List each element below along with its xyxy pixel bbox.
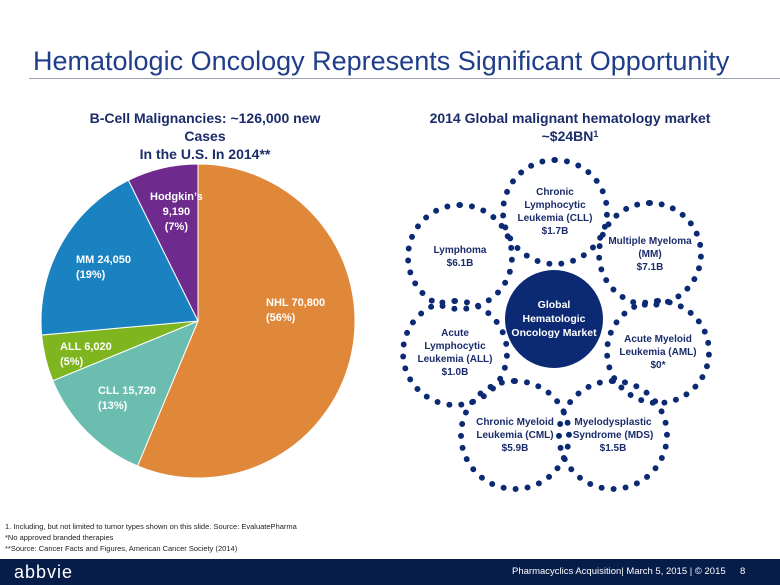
- bubble-aml-l1: Acute Myeloid: [624, 333, 692, 345]
- pie-label-all-percent: (5%): [60, 356, 84, 368]
- bubble-mds-value: $1.5B: [599, 442, 627, 454]
- bubble-aml-l2: Leukemia (AML): [619, 346, 697, 358]
- bubble-cll-l3: Leukemia (CLL): [517, 213, 593, 224]
- pie-label-mm: MM 24,050 (19%): [76, 253, 131, 283]
- footnote-1: 1. Including, but not limited to tumor t…: [5, 522, 297, 531]
- bubble-cll-value: $1.7B: [541, 226, 569, 237]
- bubble-mm-value: $7.1B: [636, 261, 664, 273]
- pie-slice-nhl: [136, 163, 356, 479]
- bubble-cml-value: $5.9B: [501, 442, 529, 454]
- page-number: 8: [740, 566, 746, 577]
- center-line1: Global Hematologic: [522, 299, 586, 325]
- center-market-circle: Global Hematologic Oncology Market: [505, 270, 603, 368]
- market-title-line2: ~$24BN1: [425, 127, 715, 145]
- bubble-all-value: $1.0B: [441, 367, 469, 378]
- bubble-cll-l2: Lymphocytic: [524, 200, 586, 211]
- pie-label-hodgkin-value: 9,190: [162, 206, 191, 218]
- pie-label-all-value: ALL 6,020: [60, 341, 112, 353]
- market-title: 2014 Global malignant hematology market …: [425, 109, 715, 145]
- footnotes: 1. Including, but not limited to tumor t…: [5, 521, 297, 554]
- pie-label-cll: CLL 15,720 (13%): [98, 384, 156, 414]
- pie-label-hodgkin: Hodgkin’s 9,190 (7%): [150, 190, 203, 235]
- pie-label-cll-value: CLL 15,720: [98, 385, 156, 397]
- bubble-aml-value: $0*: [650, 359, 666, 371]
- bubble-all-l1: Acute: [441, 328, 469, 339]
- bubble-cll-l1: Chronic: [536, 187, 574, 198]
- bubble-mm: Multiple Myeloma (MM) $7.1B: [596, 200, 704, 308]
- abbvie-logo: abbvie: [14, 562, 74, 582]
- bubble-mm-l2: (MM): [638, 248, 662, 260]
- pie-label-nhl-percent: (56%): [266, 312, 296, 324]
- market-title-line1: 2014 Global malignant hematology market: [429, 110, 711, 126]
- pie-label-cll-percent: (13%): [98, 400, 128, 412]
- bubble-cml-l1: Chronic Myeloid: [476, 416, 554, 428]
- footer-bar: abbvie Pharmacyclics Acquisition| March …: [0, 559, 780, 585]
- bubble-mds-l2: Syndrome (MDS): [572, 429, 654, 441]
- pie-label-hodgkin-name: Hodgkin’s: [150, 191, 203, 203]
- footnote-marker: 1: [593, 129, 599, 139]
- page-title: Hematologic Oncology Represents Signific…: [33, 46, 730, 76]
- footnote-3: **Source: Cancer Facts and Figures, Amer…: [5, 544, 238, 553]
- bubble-lymphoma-l1: Lymphoma: [433, 245, 487, 256]
- bubble-mds-l1: Myelodysplastic: [574, 416, 652, 428]
- bubble-cll: Chronic Lymphocytic Leukemia (CLL) $1.7B: [500, 157, 610, 267]
- bubble-all-l3: Leukemia (ALL): [417, 354, 493, 365]
- footnote-2: *No approved branded therapies: [5, 533, 114, 542]
- pie-chart-title: B-Cell Malignancies: ~126,000 new Cases …: [70, 109, 340, 163]
- title-divider: [29, 78, 780, 79]
- footer-text: Pharmacyclics Acquisition| March 5, 2015…: [512, 566, 726, 577]
- pie-label-mm-value: MM 24,050: [76, 254, 132, 266]
- bubble-cml-l2: Leukemia (CML): [476, 429, 554, 441]
- bubble-all-l2: Lymphocytic: [424, 341, 486, 352]
- bubble-all: Acute Lymphocytic Leukemia (ALL) $1.0B: [400, 298, 510, 408]
- market-title-value: ~$24BN: [541, 128, 594, 144]
- pie-slice-mm: [40, 179, 199, 336]
- center-line2: Oncology Market: [511, 327, 597, 339]
- pie-label-hodgkin-percent: (7%): [164, 221, 188, 233]
- bubble-cml: Chronic Myeloid Leukemia (CML) $5.9B: [458, 378, 572, 492]
- bubble-lymphoma: Lymphoma $6.1B: [405, 202, 515, 312]
- bubble-mds: Myelodysplastic Syndrome (MDS) $1.5B: [556, 378, 670, 492]
- pie-label-mm-percent: (19%): [76, 269, 106, 281]
- pie-title-line2: In the U.S. In 2014**: [139, 146, 271, 162]
- pie-slice-hodgkins: [127, 163, 199, 322]
- pie-slice-cll: [52, 320, 199, 467]
- bubble-mm-l1: Multiple Myeloma: [608, 235, 692, 247]
- pie-label-nhl: NHL 70,800 (56%): [266, 296, 325, 326]
- pie-label-all: ALL 6,020 (5%): [60, 340, 112, 370]
- bubble-lymphoma-value: $6.1B: [446, 258, 474, 269]
- pie-title-line1: B-Cell Malignancies: ~126,000 new Cases: [89, 110, 321, 144]
- pie-label-nhl-value: NHL 70,800: [266, 297, 326, 309]
